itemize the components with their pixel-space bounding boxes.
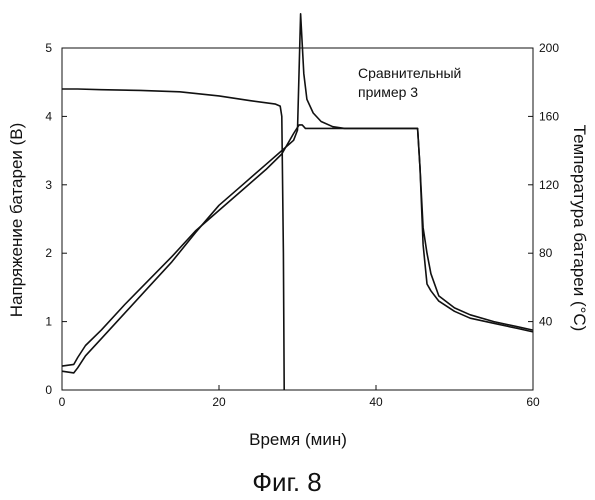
plot-frame bbox=[62, 48, 533, 390]
figure-caption: Фиг. 8 bbox=[252, 467, 322, 497]
ticks-layer: 0 20 40 60 0 1 2 3 4 5 40 80 120 160 200 bbox=[45, 41, 559, 409]
x-tick-label: 60 bbox=[526, 395, 540, 409]
temperature-series-line-1 bbox=[62, 14, 533, 373]
y-left-tick-label: 0 bbox=[45, 383, 52, 397]
y-left-tick-label: 4 bbox=[45, 109, 52, 123]
y-left-tick-label: 3 bbox=[45, 178, 52, 192]
y-right-tick-label: 40 bbox=[539, 315, 553, 329]
y-right-tick-label: 200 bbox=[539, 41, 559, 55]
x-tick-label: 40 bbox=[369, 395, 383, 409]
temperature-series-line-2 bbox=[62, 125, 533, 366]
y-axis-title-left: Напряжение батареи (В) bbox=[7, 123, 26, 318]
annotation-line-1: Сравнительный bbox=[358, 65, 461, 81]
y-left-tick-label: 5 bbox=[45, 41, 52, 55]
annotation-line-2: пример 3 bbox=[358, 84, 418, 100]
y-right-tick-label: 80 bbox=[539, 246, 553, 260]
x-tick-label: 20 bbox=[212, 395, 226, 409]
y-left-tick-label: 1 bbox=[45, 315, 52, 329]
series-layer bbox=[62, 14, 533, 390]
y-right-tick-label: 120 bbox=[539, 178, 559, 192]
y-left-tick-label: 2 bbox=[45, 246, 52, 260]
y-axis-title-right: Температура батареи (°С) bbox=[570, 125, 589, 332]
y-right-tick-label: 160 bbox=[539, 109, 559, 123]
x-tick-label: 0 bbox=[59, 395, 66, 409]
x-axis-title: Время (мин) bbox=[249, 430, 347, 449]
